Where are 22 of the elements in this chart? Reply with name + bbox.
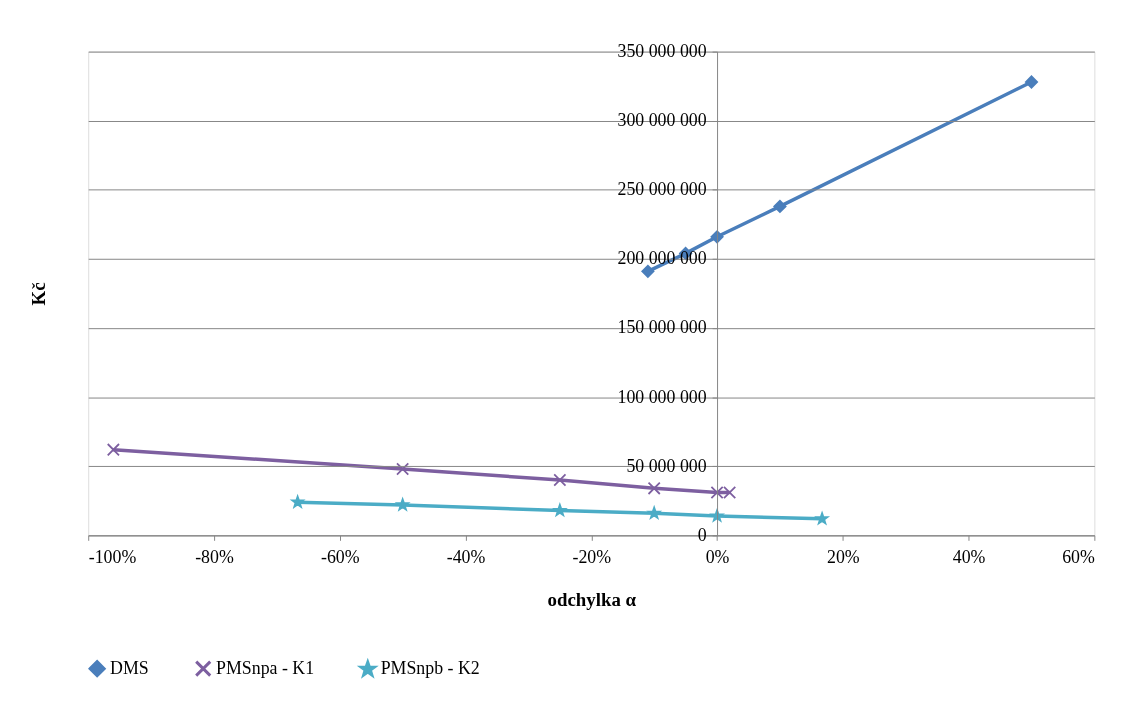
x-tick-label: 40%: [952, 546, 986, 567]
x-tick-label: -40%: [446, 546, 486, 567]
x-axis-title: odchylka α: [547, 589, 637, 611]
y-axis-title: Kč: [28, 282, 50, 306]
y-tick-label: 0: [697, 524, 707, 545]
legend-label: PMSnpb - K2: [380, 658, 480, 679]
x-tick-label: -100%: [88, 546, 137, 567]
x-tick-label: 0%: [705, 546, 730, 567]
legend-label: DMS: [110, 657, 149, 678]
y-tick-label: 350 000 000: [617, 41, 707, 62]
x-tick-label: -80%: [195, 546, 234, 567]
x-tick-label: -60%: [320, 546, 360, 567]
x-tick-label: 20%: [826, 546, 860, 567]
y-tick-label: 250 000 000: [617, 179, 707, 200]
x-tick-label: -20%: [572, 546, 612, 567]
y-tick-label: 300 000 000: [617, 110, 707, 131]
legend-label: PMSnpa - K1: [216, 657, 315, 678]
y-tick-label: 200 000 000: [617, 248, 707, 269]
y-tick-label: 100 000 000: [617, 386, 707, 407]
x-tick-label: 60%: [1062, 546, 1095, 567]
y-tick-label: 50 000 000: [626, 455, 707, 476]
y-tick-label: 150 000 000: [617, 317, 707, 338]
